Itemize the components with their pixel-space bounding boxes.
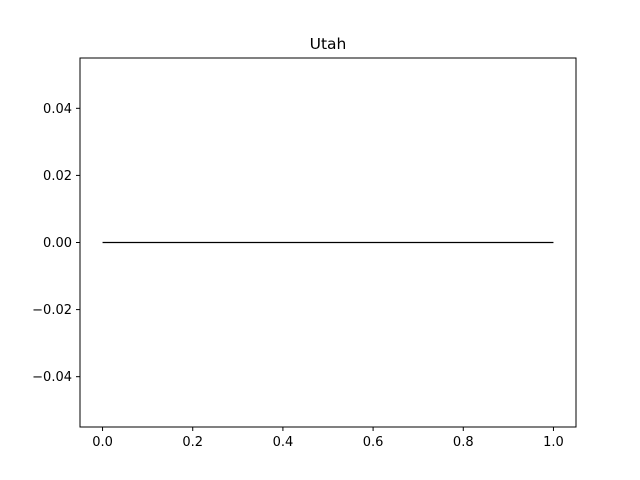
x-tick-label: 0.4 <box>273 435 294 450</box>
x-tick-label: 0.0 <box>92 435 113 450</box>
y-tick-label: 0.04 <box>43 102 72 117</box>
chart-title: Utah <box>310 35 347 53</box>
x-tick-label: 1.0 <box>543 435 564 450</box>
x-tick-label: 0.2 <box>182 435 203 450</box>
y-tick-label: −0.04 <box>32 370 72 385</box>
y-axis: 0.04 0.02 0.00 −0.02 −0.04 <box>32 102 80 385</box>
x-axis: 0.0 0.2 0.4 0.6 0.8 1.0 <box>92 427 564 450</box>
x-tick-label: 0.6 <box>363 435 384 450</box>
y-tick-label: −0.02 <box>32 303 72 318</box>
y-tick-label: 0.02 <box>43 169 72 184</box>
x-tick-label: 0.8 <box>453 435 474 450</box>
y-tick-label: 0.00 <box>43 236 72 251</box>
